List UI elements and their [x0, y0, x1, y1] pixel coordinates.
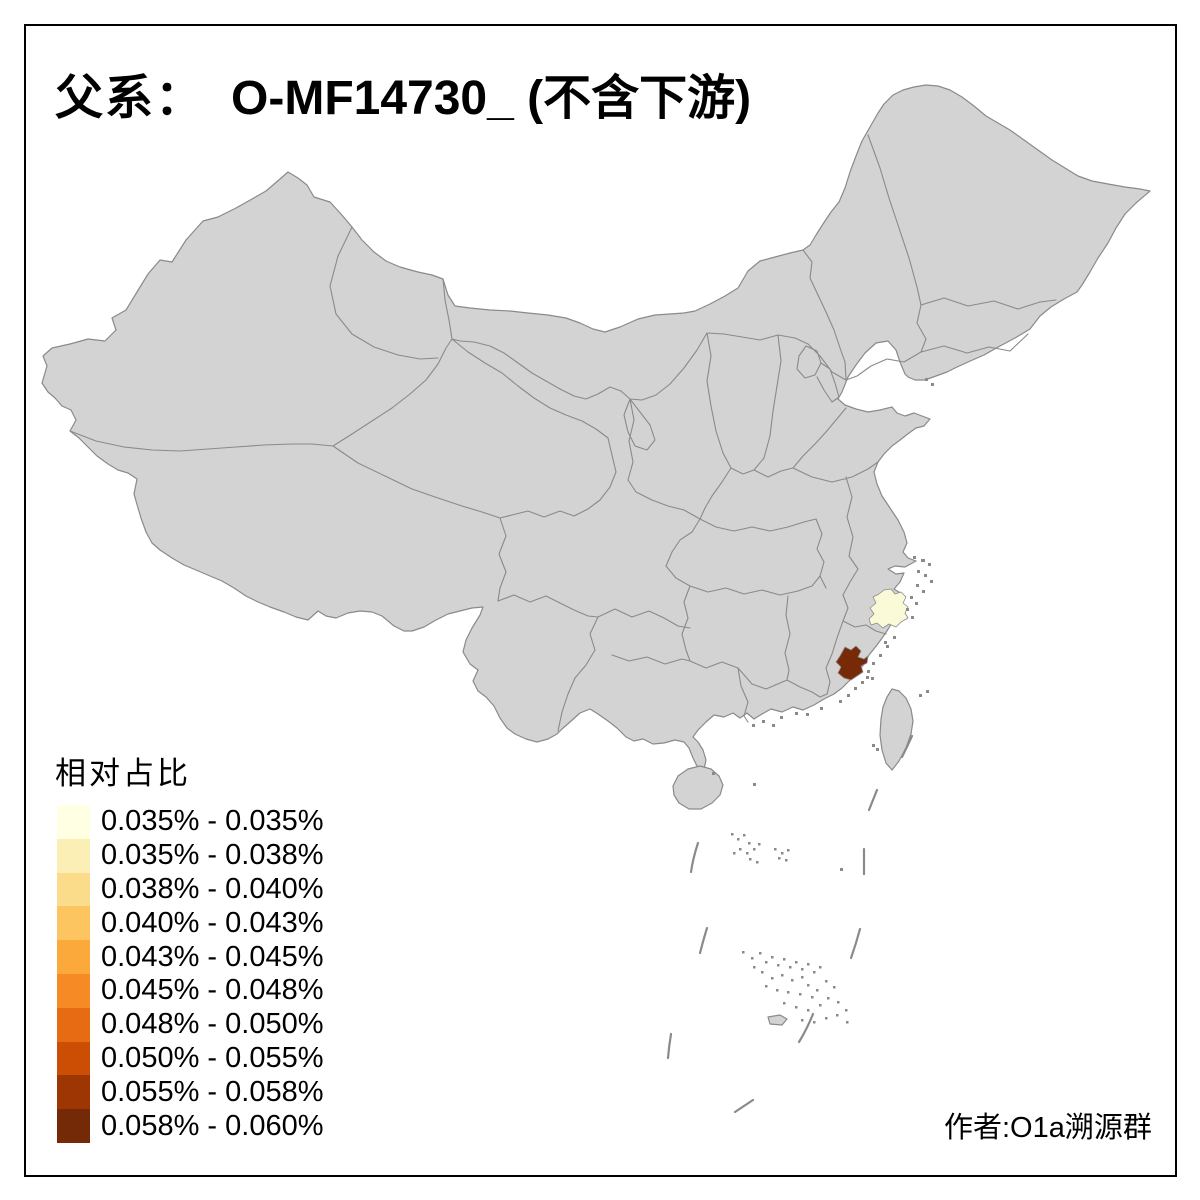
title-main: O-MF14730_ (不含下游)	[231, 72, 752, 125]
legend-item: 0.048% - 0.050%	[57, 1007, 324, 1042]
map-legend: 相对占比 0.035% - 0.035% 0.035% - 0.038% 0.0…	[55, 748, 323, 1143]
legend-item: 0.050% - 0.055%	[57, 1041, 324, 1076]
legend-label: 0.050% - 0.055%	[101, 1041, 324, 1074]
legend-swatch	[57, 838, 90, 873]
taiwan-island	[879, 688, 914, 771]
legend-item: 0.035% - 0.038%	[57, 838, 324, 873]
legend-label: 0.045% - 0.048%	[101, 974, 324, 1007]
legend-label: 0.038% - 0.040%	[101, 872, 324, 905]
legend-swatch	[57, 973, 90, 1008]
spratly-main-islet	[767, 1014, 788, 1026]
author-credit: 作者:O1a溯源群	[944, 1112, 1152, 1144]
mainland-china	[41, 84, 1151, 770]
legend-item: 0.045% - 0.048%	[57, 973, 324, 1008]
legend-label: 0.035% - 0.038%	[101, 839, 324, 872]
page-title: 父系： O-MF14730_ (不含下游)	[55, 58, 751, 128]
legend-label: 0.055% - 0.058%	[101, 1075, 324, 1108]
legend-item: 0.043% - 0.045%	[57, 940, 323, 974]
legend-swatch	[57, 1007, 90, 1042]
legend-item: 0.038% - 0.040%	[57, 872, 324, 907]
legend-swatch	[57, 805, 90, 839]
nine-dash-line	[666, 734, 914, 1114]
legend-swatch	[57, 940, 90, 974]
hainan-island	[672, 765, 724, 810]
legend-swatch	[57, 1041, 90, 1076]
legend-label: 0.035% - 0.035%	[101, 805, 324, 838]
legend-label: 0.058% - 0.060%	[101, 1109, 324, 1142]
legend-label: 0.040% - 0.043%	[101, 906, 324, 939]
province-borders	[69, 134, 1057, 732]
highlight-region-dark	[835, 645, 869, 681]
legend-item: 0.035% - 0.035%	[57, 805, 323, 839]
legend-swatch	[57, 906, 90, 941]
legend-rows: 0.035% - 0.035% 0.035% - 0.038% 0.038% -…	[57, 805, 323, 1143]
legend-swatch	[57, 872, 90, 907]
legend-item: 0.058% - 0.060%	[57, 1109, 323, 1143]
legend-label: 0.043% - 0.045%	[101, 940, 324, 973]
legend-swatch	[57, 1109, 90, 1143]
highlight-region-light	[868, 588, 909, 629]
legend-item: 0.055% - 0.058%	[57, 1075, 324, 1110]
legend-title: 相对占比	[55, 756, 191, 791]
legend-label: 0.048% - 0.050%	[101, 1008, 324, 1041]
legend-item: 0.040% - 0.043%	[57, 906, 324, 941]
legend-swatch	[57, 1075, 90, 1110]
title-prefix: 父系：	[55, 72, 206, 125]
